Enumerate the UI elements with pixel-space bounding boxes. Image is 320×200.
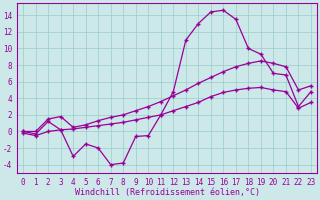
X-axis label: Windchill (Refroidissement éolien,°C): Windchill (Refroidissement éolien,°C) (75, 188, 260, 197)
